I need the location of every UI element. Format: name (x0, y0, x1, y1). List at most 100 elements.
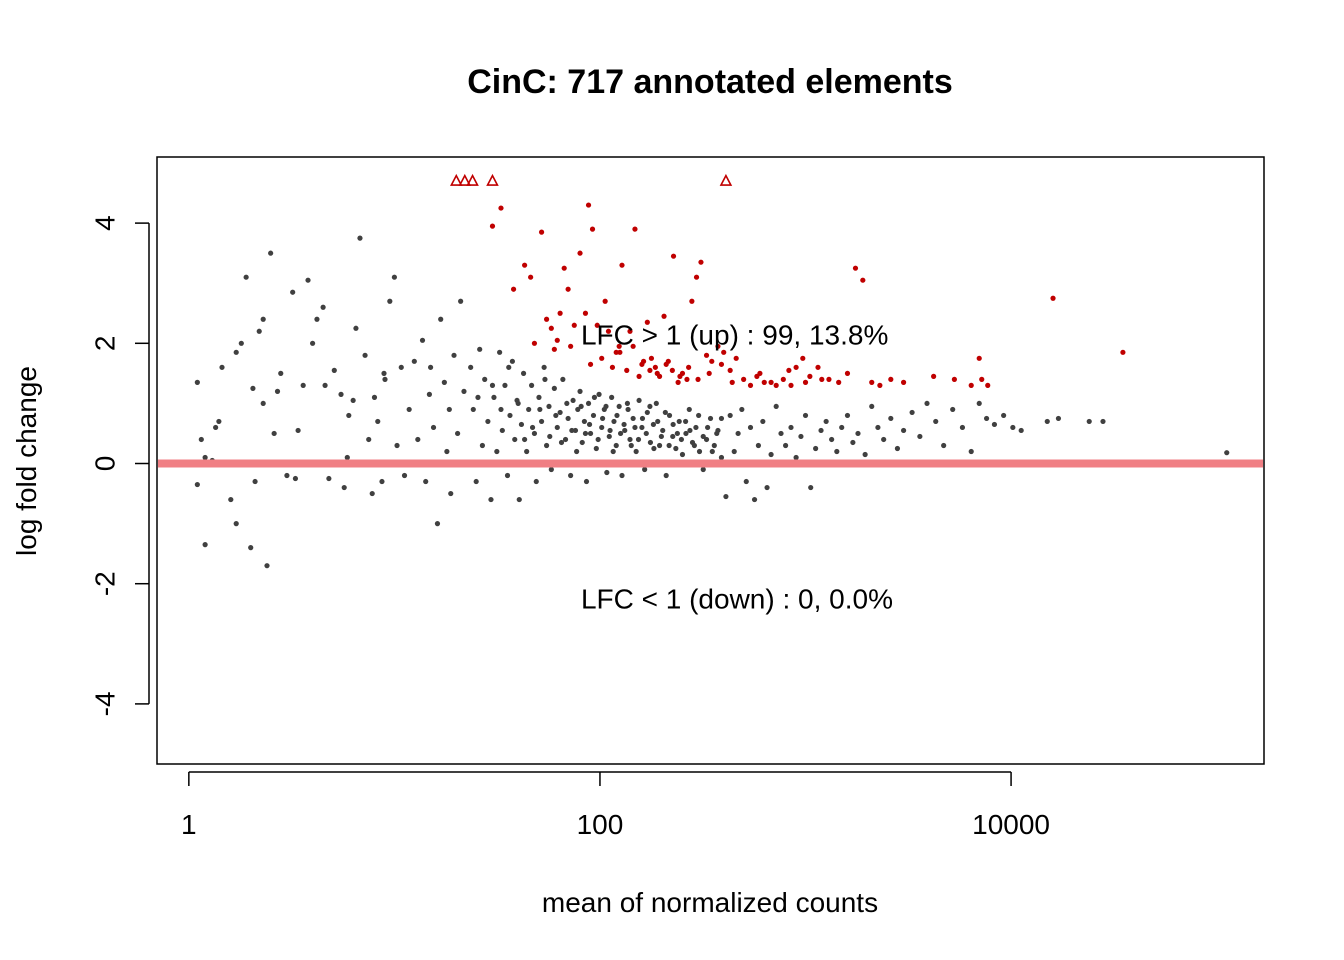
data-point (959, 424, 966, 431)
data-point (473, 478, 479, 485)
data-point (609, 394, 615, 400)
data-point (252, 478, 258, 485)
data-point (869, 403, 875, 410)
significant-point (976, 355, 982, 361)
data-point (290, 289, 296, 295)
significant-point (669, 367, 675, 373)
data-point (670, 433, 676, 440)
data-point (564, 400, 570, 407)
data-point (683, 430, 689, 437)
data-point (875, 424, 881, 431)
data-point (415, 436, 421, 443)
significant-point (780, 376, 786, 382)
data-point (590, 412, 597, 419)
data-point (387, 298, 393, 304)
data-point (578, 403, 584, 410)
data-point (537, 406, 543, 413)
significant-point (624, 367, 630, 373)
data-point (507, 412, 513, 419)
significant-point (639, 361, 645, 367)
data-point (398, 364, 404, 370)
data-point (778, 430, 784, 437)
data-point (941, 442, 947, 449)
data-point (686, 406, 692, 413)
significant-point (689, 298, 695, 304)
data-point (233, 349, 239, 355)
y-axis: -4 -2 0 2 4 (89, 215, 150, 716)
data-point (976, 400, 982, 407)
significant-point (538, 229, 545, 235)
significant-point (661, 313, 667, 319)
data-point (855, 430, 861, 437)
significant-point (568, 343, 574, 349)
data-point (541, 364, 547, 370)
chart-title: CinC: 717 annotated elements (467, 63, 953, 101)
data-point (243, 274, 249, 280)
data-point (278, 370, 284, 376)
data-point (1001, 412, 1007, 419)
data-point (256, 328, 262, 334)
data-point (531, 430, 538, 437)
data-point (591, 394, 598, 400)
data-point (630, 415, 636, 422)
data-point (427, 364, 434, 370)
data-point (747, 424, 754, 431)
significant-point (877, 382, 883, 388)
data-point (1224, 450, 1230, 456)
significant-point (636, 373, 642, 379)
data-point (683, 418, 689, 425)
data-point (622, 427, 628, 434)
data-point (606, 433, 612, 440)
data-point (461, 388, 467, 394)
data-point (751, 496, 758, 503)
x-tick-label: 100 (577, 809, 624, 840)
data-point (653, 400, 659, 407)
triangle-point (486, 173, 499, 186)
significant-point (693, 274, 700, 280)
data-point (705, 424, 711, 431)
data-point (755, 442, 762, 449)
data-point (455, 430, 461, 437)
data-point (968, 448, 974, 455)
significant-point (698, 259, 704, 265)
significant-point (619, 262, 625, 268)
data-point (468, 364, 474, 370)
significant-point (582, 310, 589, 316)
data-point (813, 445, 819, 452)
data-point (271, 430, 277, 437)
significant-point (931, 373, 937, 379)
significant-point (551, 346, 557, 352)
data-point (520, 370, 527, 376)
data-point (823, 418, 829, 425)
data-point (611, 418, 617, 425)
significant-point (715, 343, 721, 349)
data-point (635, 436, 642, 443)
significant-point (670, 253, 677, 259)
significant-point (605, 328, 612, 334)
data-point (768, 451, 774, 458)
data-point (557, 409, 563, 416)
data-point (350, 397, 356, 404)
annotation-down: LFC < 1 (down) : 0, 0.0% (581, 584, 893, 615)
data-point (538, 418, 545, 425)
significant-point (869, 379, 875, 385)
data-point (438, 316, 444, 322)
data-point (479, 442, 486, 449)
data-point (666, 442, 672, 449)
data-point (793, 454, 799, 461)
data-point (213, 424, 219, 431)
data-point (639, 424, 645, 431)
significant-point (900, 379, 907, 385)
data-point (346, 412, 352, 419)
data-point (522, 436, 528, 443)
data-point (426, 391, 432, 397)
data-point (1010, 424, 1016, 431)
data-point (448, 490, 454, 497)
significant-point (800, 355, 806, 361)
significant-point (888, 376, 894, 382)
significant-point (721, 349, 727, 355)
significant-point (675, 379, 681, 385)
data-point (619, 472, 625, 479)
y-tick-label: 4 (89, 215, 120, 231)
data-point (660, 427, 666, 434)
